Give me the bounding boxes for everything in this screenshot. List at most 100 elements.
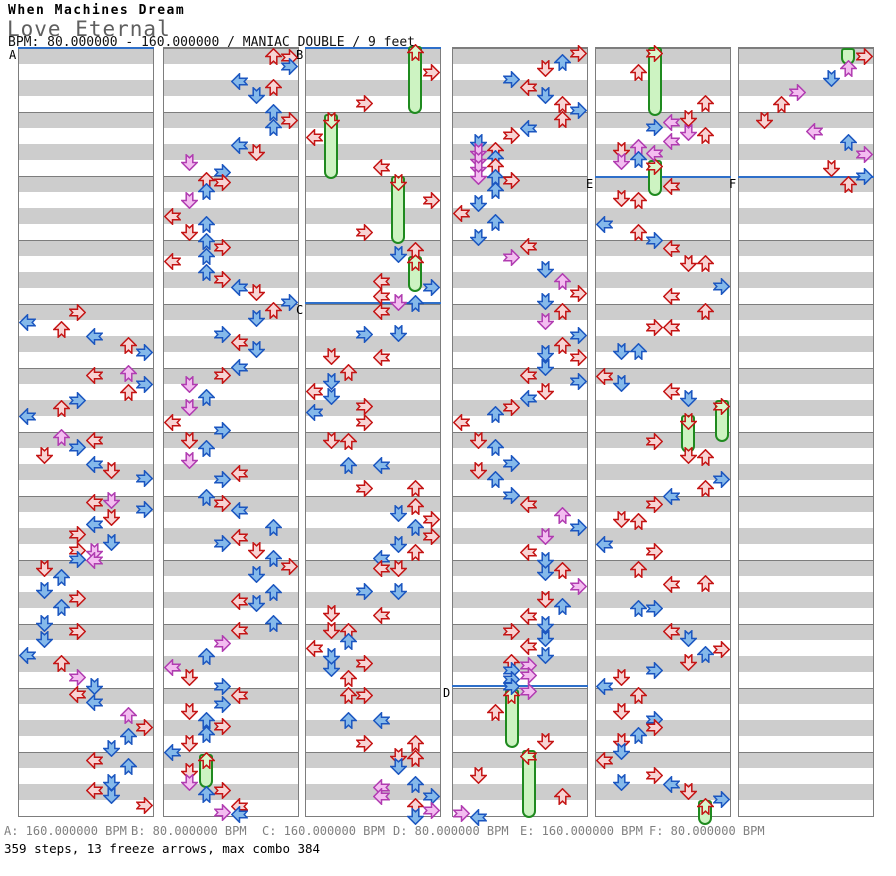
note-arrow-u	[629, 599, 647, 617]
note-arrow-d	[612, 773, 630, 791]
note-arrow-d	[755, 111, 773, 129]
note-arrow-r	[356, 223, 374, 241]
note-arrow-l	[520, 119, 537, 137]
note-arrow-d	[469, 194, 487, 212]
note-arrow-u	[553, 336, 571, 354]
note-arrow-u	[197, 785, 215, 803]
note-arrow-l	[306, 128, 323, 146]
note-arrow-l	[231, 592, 248, 610]
note-arrow-r	[503, 398, 521, 416]
note-arrow-r	[69, 668, 87, 686]
note-arrow-r	[503, 126, 521, 144]
note-arrow-r	[136, 375, 154, 393]
note-arrow-d	[536, 527, 554, 545]
note-arrow-r	[69, 303, 87, 321]
note-arrow-d	[612, 510, 630, 528]
section-line-b	[305, 47, 441, 49]
song-title: Love Eternal	[7, 17, 171, 41]
note-arrow-l	[69, 685, 87, 703]
note-arrow-d	[679, 254, 697, 272]
note-arrow-u	[264, 549, 282, 567]
note-arrow-u	[197, 647, 215, 665]
note-arrow-u	[553, 272, 571, 290]
note-arrow-r	[214, 695, 232, 713]
note-arrow-d	[536, 344, 554, 362]
note-arrow-l	[231, 333, 248, 351]
note-arrow-d	[679, 782, 697, 800]
note-arrow-d	[612, 152, 630, 170]
note-arrow-u	[553, 787, 571, 805]
note-arrow-r	[214, 366, 232, 384]
note-arrow-u	[486, 703, 504, 721]
section-bpm-entry-c: C: 160.000000 BPM	[262, 824, 385, 838]
note-arrow-l	[469, 808, 487, 826]
note-arrow-l	[596, 367, 613, 385]
section-label-c: C	[296, 303, 304, 317]
note-arrow-u	[629, 342, 647, 360]
freeze-arrow-head	[679, 412, 697, 430]
note-arrow-u	[264, 518, 282, 536]
note-arrow-l	[19, 313, 36, 331]
note-arrow-d	[247, 283, 265, 301]
note-arrow-l	[663, 318, 680, 336]
note-arrow-l	[663, 487, 680, 505]
note-arrow-u	[486, 213, 504, 231]
freeze-arrow-head	[646, 44, 664, 62]
note-arrow-u	[197, 247, 215, 265]
note-arrow-l	[231, 686, 248, 704]
note-arrow-d	[536, 629, 554, 647]
note-arrow-u	[406, 497, 424, 515]
note-arrow-u	[52, 428, 70, 446]
note-arrow-u	[486, 438, 504, 456]
note-arrow-u	[553, 302, 571, 320]
note-arrow-l	[164, 252, 181, 270]
note-arrow-r	[214, 173, 232, 191]
note-arrow-d	[612, 702, 630, 720]
note-arrow-u	[339, 632, 357, 650]
note-arrow-u	[264, 103, 282, 121]
note-arrow-d	[536, 260, 554, 278]
section-label-e: E	[586, 177, 594, 191]
note-arrow-d	[679, 653, 697, 671]
note-arrow-u	[264, 118, 282, 136]
note-arrow-u	[52, 568, 70, 586]
page-title: When Machines Dream	[8, 3, 186, 18]
note-arrow-l	[663, 575, 680, 593]
note-arrow-r	[214, 677, 232, 695]
note-arrow-u	[486, 181, 504, 199]
note-arrow-l	[373, 787, 390, 805]
section-bpm-legend: A: 160.000000 BPM B: 80.000000 BPM C: 160.…	[0, 824, 896, 838]
note-arrow-u	[197, 488, 215, 506]
note-arrow-d	[247, 594, 265, 612]
note-arrow-r	[423, 191, 441, 209]
note-arrow-r	[570, 284, 588, 302]
note-arrow-l	[164, 413, 181, 431]
note-arrow-u	[52, 598, 70, 616]
note-arrow-u	[197, 215, 215, 233]
note-arrow-u	[339, 686, 357, 704]
note-arrow-d	[406, 807, 424, 825]
note-arrow-u	[197, 388, 215, 406]
note-arrow-r	[503, 70, 521, 88]
note-arrow-r	[214, 238, 232, 256]
note-arrow-l	[663, 113, 680, 131]
note-arrow-u	[696, 302, 714, 320]
note-arrow-r	[356, 582, 374, 600]
note-arrow-r	[214, 470, 232, 488]
note-arrow-l	[663, 775, 680, 793]
note-arrow-u	[629, 560, 647, 578]
note-arrow-r	[503, 677, 521, 695]
note-arrow-u	[406, 734, 424, 752]
note-arrow-u	[119, 727, 137, 745]
note-arrow-r	[570, 348, 588, 366]
section-line-e	[595, 176, 731, 178]
note-arrow-r	[356, 94, 374, 112]
note-arrow-d	[102, 739, 120, 757]
note-arrow-d	[536, 563, 554, 581]
note-arrow-d	[322, 372, 340, 390]
note-arrow-r	[856, 167, 874, 185]
note-arrow-r	[423, 801, 441, 819]
note-arrow-r	[69, 550, 87, 568]
note-arrow-d	[679, 109, 697, 127]
note-arrow-l	[86, 366, 103, 384]
